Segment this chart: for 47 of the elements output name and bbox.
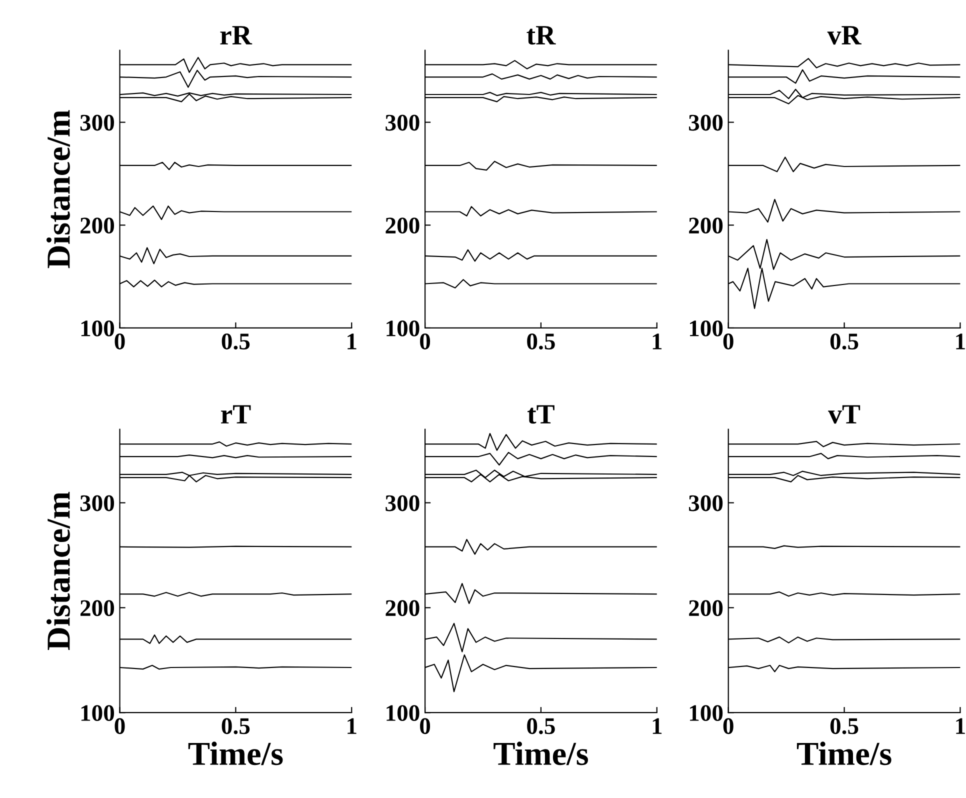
y-tick-label: 200 <box>386 218 420 234</box>
x-tick-label: 0.5 <box>222 718 250 734</box>
chart-title: vR <box>827 26 862 45</box>
x-axis-title: Time/s <box>494 742 588 766</box>
chart-title: tT <box>528 405 554 424</box>
chart-title: tR <box>526 26 556 45</box>
x-tick-label: 1 <box>348 334 356 350</box>
y-tick-label: 200 <box>80 600 114 616</box>
x-tick-label: 1 <box>956 334 965 350</box>
x-axis-title: Time/s <box>796 742 892 766</box>
y-tick-label: 200 <box>386 600 420 616</box>
y-tick-label: 300 <box>386 114 420 131</box>
chart-title: rT <box>221 405 251 424</box>
y-tick-label: 300 <box>80 114 114 131</box>
y-axis-title: Distance/m <box>46 492 70 650</box>
chart-title: rR <box>220 26 252 44</box>
x-tick-label: 0 <box>114 718 125 734</box>
x-tick-label: 0.5 <box>830 718 858 734</box>
y-tick-label: 100 <box>386 320 420 336</box>
x-tick-label: 0.5 <box>222 334 250 350</box>
x-tick-label: 0 <box>723 334 734 350</box>
chart-title: vT <box>828 405 860 424</box>
y-tick-label: 100 <box>690 320 723 336</box>
x-tick-label: 0 <box>723 718 734 734</box>
y-tick-label: 300 <box>386 495 420 512</box>
x-tick-label: 1 <box>348 718 356 734</box>
x-tick-label: 1 <box>652 718 662 734</box>
x-tick-label: 0.5 <box>527 334 555 350</box>
x-axis-title: Time/s <box>188 742 283 766</box>
y-tick-label: 100 <box>386 705 420 722</box>
x-tick-label: 1 <box>956 718 965 734</box>
y-tick-label: 300 <box>80 495 114 512</box>
x-tick-label: 0.5 <box>527 718 555 734</box>
y-tick-label: 100 <box>81 320 114 336</box>
x-tick-label: 0 <box>420 334 430 350</box>
x-tick-label: 0.5 <box>830 334 858 350</box>
y-tick-label: 200 <box>689 218 723 234</box>
y-tick-label: 200 <box>80 218 114 234</box>
y-tick-label: 100 <box>690 705 723 722</box>
y-axis-title: Distance/m <box>46 110 70 268</box>
y-tick-label: 200 <box>689 600 723 616</box>
y-tick-label: 300 <box>688 114 723 131</box>
x-tick-label: 1 <box>652 334 662 350</box>
x-tick-label: 0 <box>114 334 125 350</box>
x-tick-label: 0 <box>420 718 430 734</box>
y-tick-label: 100 <box>81 705 114 722</box>
y-tick-label: 300 <box>688 495 723 512</box>
